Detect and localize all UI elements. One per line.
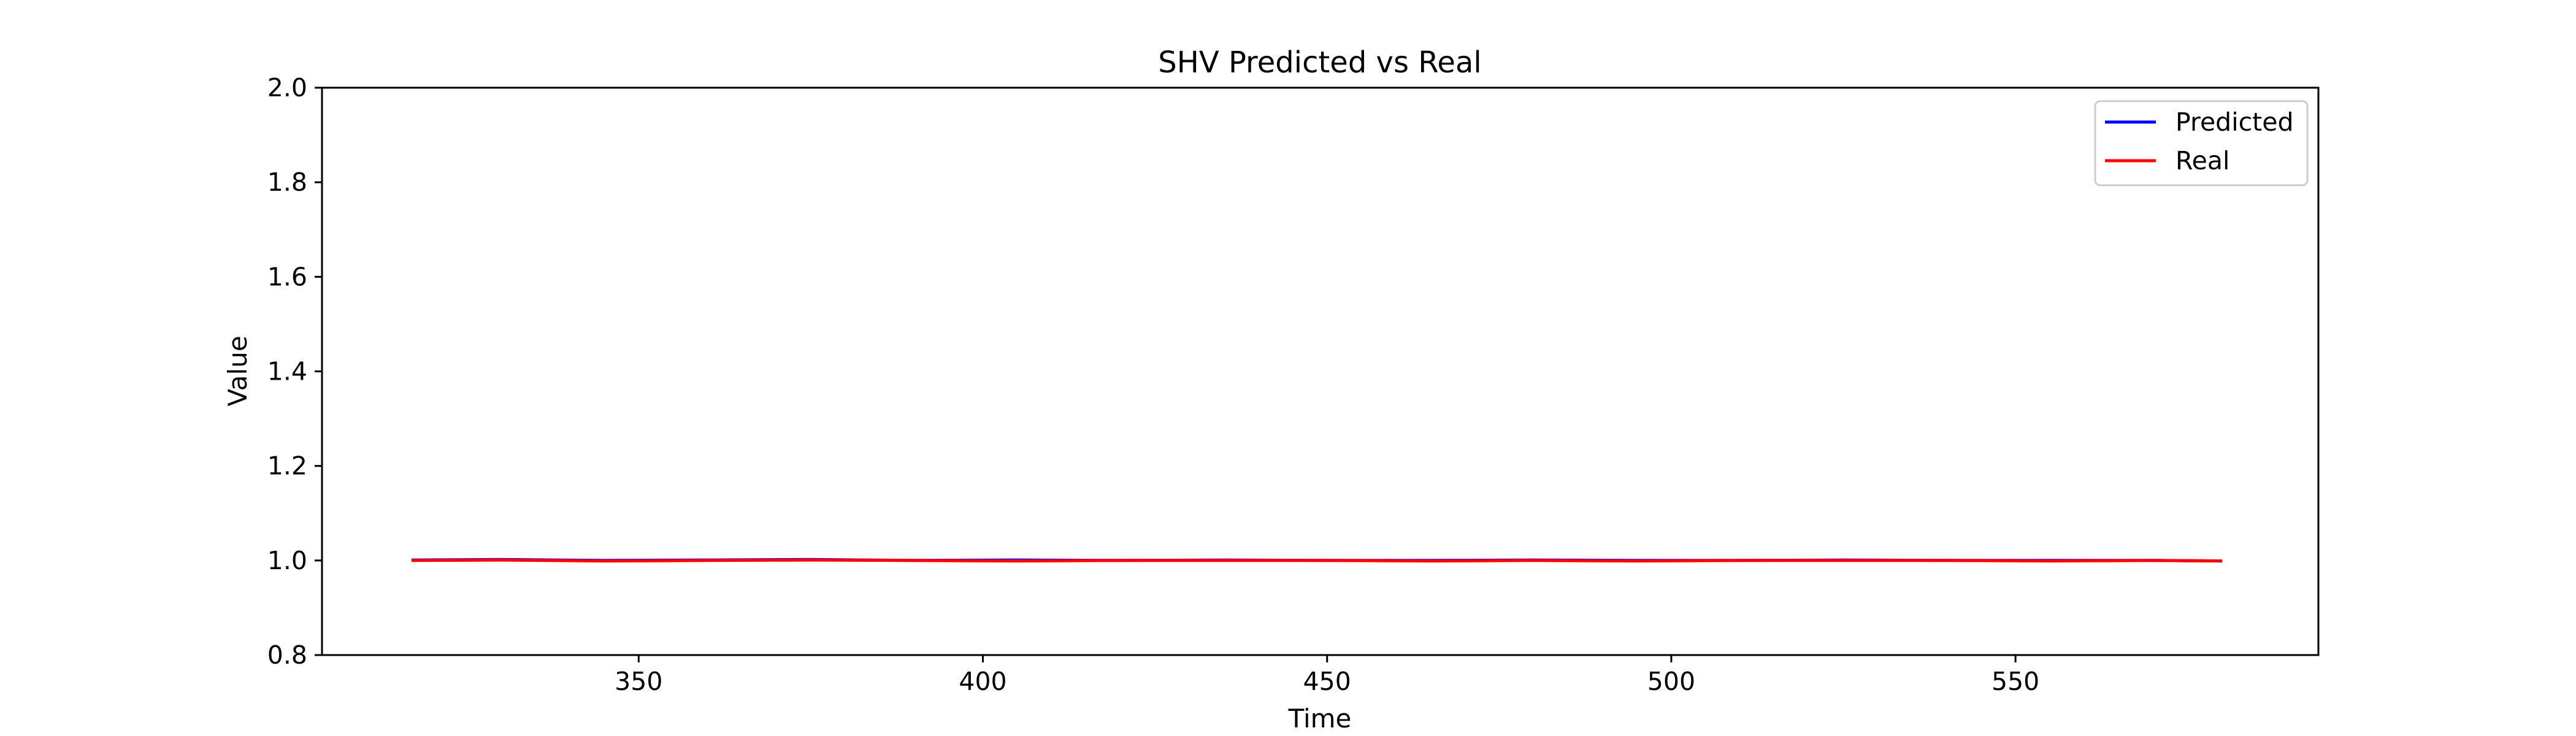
y-tick-label: 1.0 xyxy=(267,546,307,575)
chart-title: SHV Predicted vs Real xyxy=(1158,45,1481,80)
legend-label-real: Real xyxy=(2175,146,2229,175)
y-tick-label: 0.8 xyxy=(267,640,307,670)
plot-frame xyxy=(321,86,2320,656)
x-tick-label: 400 xyxy=(959,667,1006,696)
y-tick-label: 1.2 xyxy=(267,451,307,481)
legend-label-predicted: Predicted xyxy=(2175,107,2293,137)
y-axis-ticks: 0.8 1.0 1.2 1.4 1.6 1.8 2.0 xyxy=(267,73,322,670)
x-tick-label: 350 xyxy=(615,667,662,696)
series-line-real xyxy=(411,558,2222,563)
y-tick-label: 2.0 xyxy=(267,73,307,102)
x-tick-label: 500 xyxy=(1647,667,1695,696)
y-tick-label: 1.8 xyxy=(267,167,307,197)
x-axis-ticks: 350 400 450 500 550 xyxy=(615,655,2039,696)
y-axis-label: Value xyxy=(223,335,253,406)
x-axis-label: Time xyxy=(1288,703,1352,734)
x-tick-label: 550 xyxy=(1991,667,2039,696)
y-tick-label: 1.6 xyxy=(267,262,307,291)
x-tick-label: 450 xyxy=(1303,667,1351,696)
legend: Predicted Real xyxy=(2094,100,2309,186)
y-tick-label: 1.4 xyxy=(267,357,307,386)
series-group xyxy=(411,558,2222,563)
